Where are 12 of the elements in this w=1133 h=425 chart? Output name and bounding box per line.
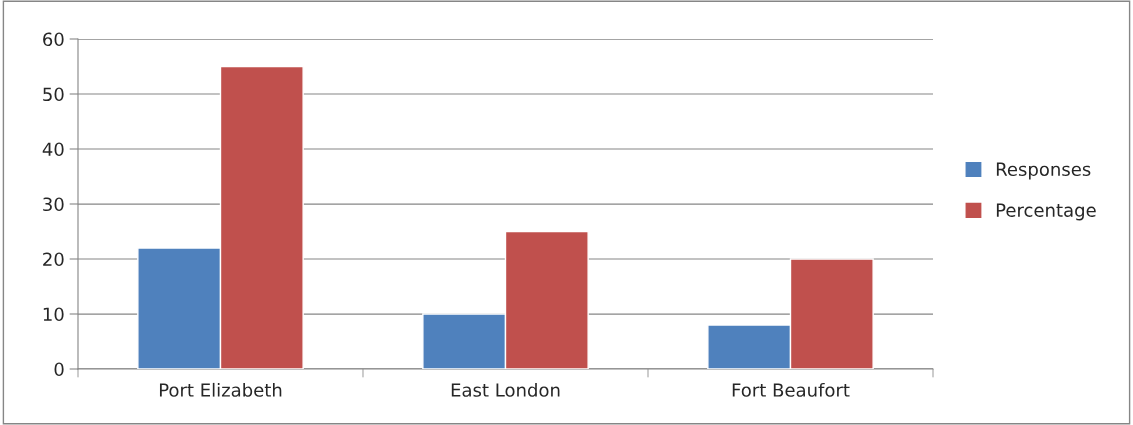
- y-tick-label: 30: [43, 197, 64, 212]
- y-tick-label: 40: [42, 142, 64, 157]
- y-tick-label: 10: [43, 307, 64, 322]
- y-tick-label: 20: [43, 252, 64, 267]
- legend-label: Percentage: [996, 203, 1096, 221]
- y-tick-label: 60: [43, 32, 64, 47]
- x-tick-label: East London: [451, 382, 560, 397]
- x-tick-label: Fort Beaufort: [732, 382, 850, 397]
- x-tick-label: Port Elizabeth: [159, 382, 282, 397]
- legend-label: Responses: [996, 162, 1091, 180]
- y-tick-label: 50: [43, 87, 64, 102]
- y-tick-label: 0: [54, 362, 64, 377]
